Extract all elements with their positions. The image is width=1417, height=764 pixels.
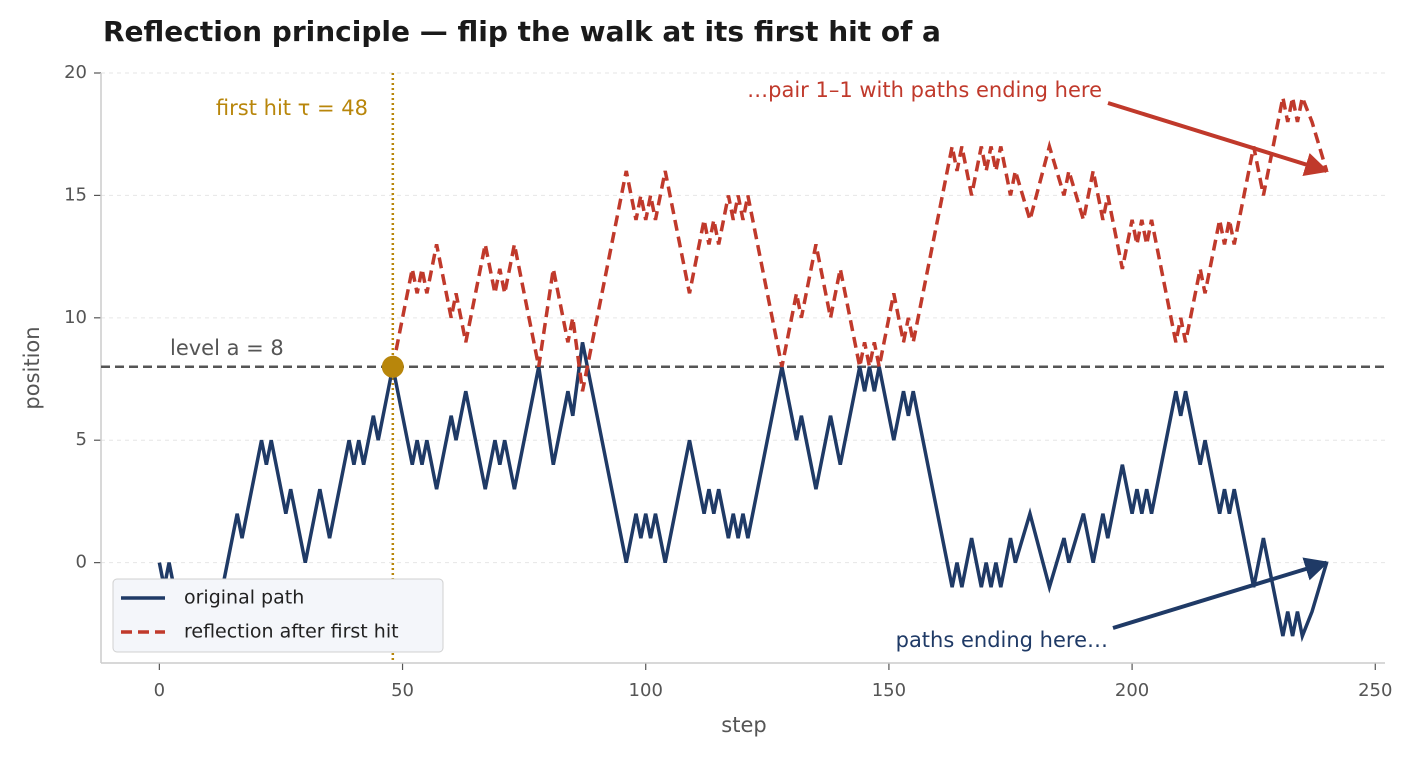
legend: original path reflection after first hit [112,578,444,653]
x-tick-label: 250 [1358,680,1392,701]
x-axis-label: step [721,713,766,737]
legend-label: original path [184,587,304,609]
annotation-arrow [1107,101,1329,176]
y-tick-label: 5 [76,429,87,450]
annotation-arrow [1112,557,1329,630]
y-tick-label: 10 [64,307,87,328]
legend-box [112,578,444,653]
x-tick-label: 150 [872,680,906,701]
first-hit-point [381,355,404,378]
x-tick-label: 100 [629,680,663,701]
chart-title: Reflection principle — flip the walk at … [103,15,941,48]
series-line [391,91,1329,392]
annotation: first hit τ = 48 [216,96,368,120]
series-line [157,341,1329,643]
legend-label: reflection after first hit [184,621,399,643]
annotation: level a = 8 [170,336,284,360]
y-tick-label: 15 [64,184,87,205]
y-tick-label: 20 [64,62,87,83]
x-tick-label: 200 [1115,680,1149,701]
annotation: paths ending here… [896,628,1108,652]
y-axis-label: position [20,326,44,409]
y-tick-label: 0 [76,552,87,573]
annotation: …pair 1–1 with paths ending here [747,78,1102,102]
x-tick-label: 0 [154,680,165,701]
x-tick-label: 50 [391,680,414,701]
